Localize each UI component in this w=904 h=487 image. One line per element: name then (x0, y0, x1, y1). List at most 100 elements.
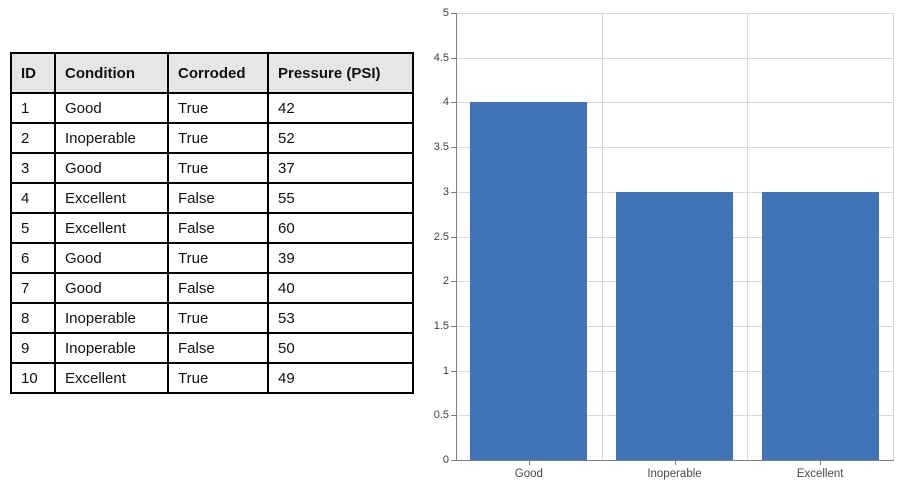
table-cell: 6 (10, 242, 56, 274)
table-cell: 60 (267, 212, 414, 244)
table-cell: 50 (267, 332, 414, 364)
y-axis-tick-label: 4 (442, 96, 449, 109)
table-cell: 7 (10, 272, 56, 304)
table-cell: False (167, 332, 269, 364)
table-cell: 3 (10, 152, 56, 184)
table-row: 2 Inoperable True 52 (10, 122, 414, 154)
table-cell: Excellent (54, 182, 169, 214)
pipes-data-table: ID Condition Corroded Pressure (PSI) 1 Go… (10, 52, 414, 394)
x-axis-category-label: Inoperable (647, 468, 702, 480)
table-row: 1 Good True 42 (10, 92, 414, 124)
category-boundary-gridline (747, 13, 749, 460)
y-axis-tick-label: 2 (442, 275, 449, 288)
table-cell: 37 (267, 152, 414, 184)
x-axis-tick (528, 461, 530, 465)
x-axis-line (456, 460, 894, 461)
table-header: ID Condition Corroded Pressure (PSI) (10, 52, 414, 94)
y-gridline (456, 102, 893, 104)
table-cell: 52 (267, 122, 414, 154)
y-axis-tick-label: 0 (442, 454, 449, 466)
table-row: 4 Excellent False 55 (10, 182, 414, 214)
table-cell: False (167, 272, 269, 304)
table-cell: True (167, 302, 269, 334)
category-boundary-gridline (601, 13, 603, 460)
table-cell: True (167, 362, 269, 394)
condition-count-bar-chart: 0 0.5 1 1.5 2 2.5 3 3.5 4 4.5 5 Good Inoperable Excel… (420, 0, 904, 487)
y-axis-tick-label: 5 (442, 7, 449, 19)
y-axis-tick (451, 57, 456, 59)
table-row: 10 Excellent True 49 (10, 362, 414, 394)
table-cell: False (167, 212, 269, 244)
y-axis-tick (451, 370, 456, 372)
y-gridline (456, 147, 893, 149)
table-cell: False (167, 182, 269, 214)
y-axis-tick (451, 460, 456, 461)
table-cell: Good (54, 242, 169, 274)
table-cell: True (167, 152, 269, 184)
x-axis-tick (674, 461, 676, 465)
y-axis-tick (451, 325, 456, 327)
x-axis-category-label: Excellent (796, 468, 844, 480)
y-axis-line (456, 13, 457, 461)
y-axis-tick (451, 102, 456, 104)
table-cell: 2 (10, 122, 56, 154)
y-axis-tick (451, 191, 456, 193)
table-cell: Good (54, 272, 169, 304)
bar-excellent (761, 191, 879, 460)
y-axis-tick (451, 236, 456, 238)
y-axis-tick-label: 4.5 (433, 51, 449, 64)
table-cell: 5 (10, 212, 56, 244)
y-gridline (456, 13, 893, 14)
table-cell: 49 (267, 362, 414, 394)
table-cell: Good (54, 92, 169, 124)
table-row: 7 Good False 40 (10, 272, 414, 304)
table-cell: 8 (10, 302, 56, 334)
table-cell: Excellent (54, 212, 169, 244)
y-axis-tick (451, 415, 456, 417)
x-axis-tick (820, 461, 822, 465)
y-axis-tick-label: 3.5 (433, 141, 449, 154)
table-body: 1 Good True 42 2 Inoperable True 52 3 Good True 37 4… (10, 92, 414, 394)
table-row: 9 Inoperable False 50 (10, 332, 414, 364)
table-cell: 42 (267, 92, 414, 124)
table-row: 3 Good True 37 (10, 152, 414, 184)
header-cell-condition: Condition (54, 52, 169, 94)
category-boundary-gridline (893, 13, 894, 460)
y-axis-tick-label: 2.5 (433, 230, 449, 243)
table-cell: True (167, 92, 269, 124)
table-cell: 10 (10, 362, 56, 394)
table-cell: 4 (10, 182, 56, 214)
table-cell: True (167, 242, 269, 274)
y-gridline (456, 57, 893, 59)
header-cell-pressure: Pressure (PSI) (267, 52, 414, 94)
table-cell: Good (54, 152, 169, 184)
header-cell-corroded: Corroded (167, 52, 269, 94)
table-header-row: ID Condition Corroded Pressure (PSI) (10, 52, 414, 94)
table-cell: 9 (10, 332, 56, 364)
table-cell: 53 (267, 302, 414, 334)
table-cell: True (167, 122, 269, 154)
table-cell: Inoperable (54, 302, 169, 334)
table-cell: Inoperable (54, 332, 169, 364)
x-axis-category-label: Good (514, 468, 543, 480)
bar-inoperable (616, 191, 733, 460)
y-axis-tick-label: 1 (442, 364, 449, 377)
table-cell: 39 (267, 242, 414, 274)
header-cell-id: ID (10, 52, 56, 94)
y-axis-tick-label: 3 (442, 185, 449, 198)
table-cell: 1 (10, 92, 56, 124)
table-row: 6 Good True 39 (10, 242, 414, 274)
table-cell: Excellent (54, 362, 169, 394)
y-axis-tick (451, 281, 456, 283)
table-cell: 55 (267, 182, 414, 214)
bar-good (470, 102, 588, 460)
table-cell: Inoperable (54, 122, 169, 154)
table-row: 5 Excellent False 60 (10, 212, 414, 244)
y-axis-tick (451, 147, 456, 149)
table-row: 8 Inoperable True 53 (10, 302, 414, 334)
y-axis-tick-label: 0.5 (433, 409, 449, 422)
y-axis-tick (451, 13, 456, 14)
table-cell: 40 (267, 272, 414, 304)
y-axis-tick-label: 1.5 (433, 319, 449, 332)
